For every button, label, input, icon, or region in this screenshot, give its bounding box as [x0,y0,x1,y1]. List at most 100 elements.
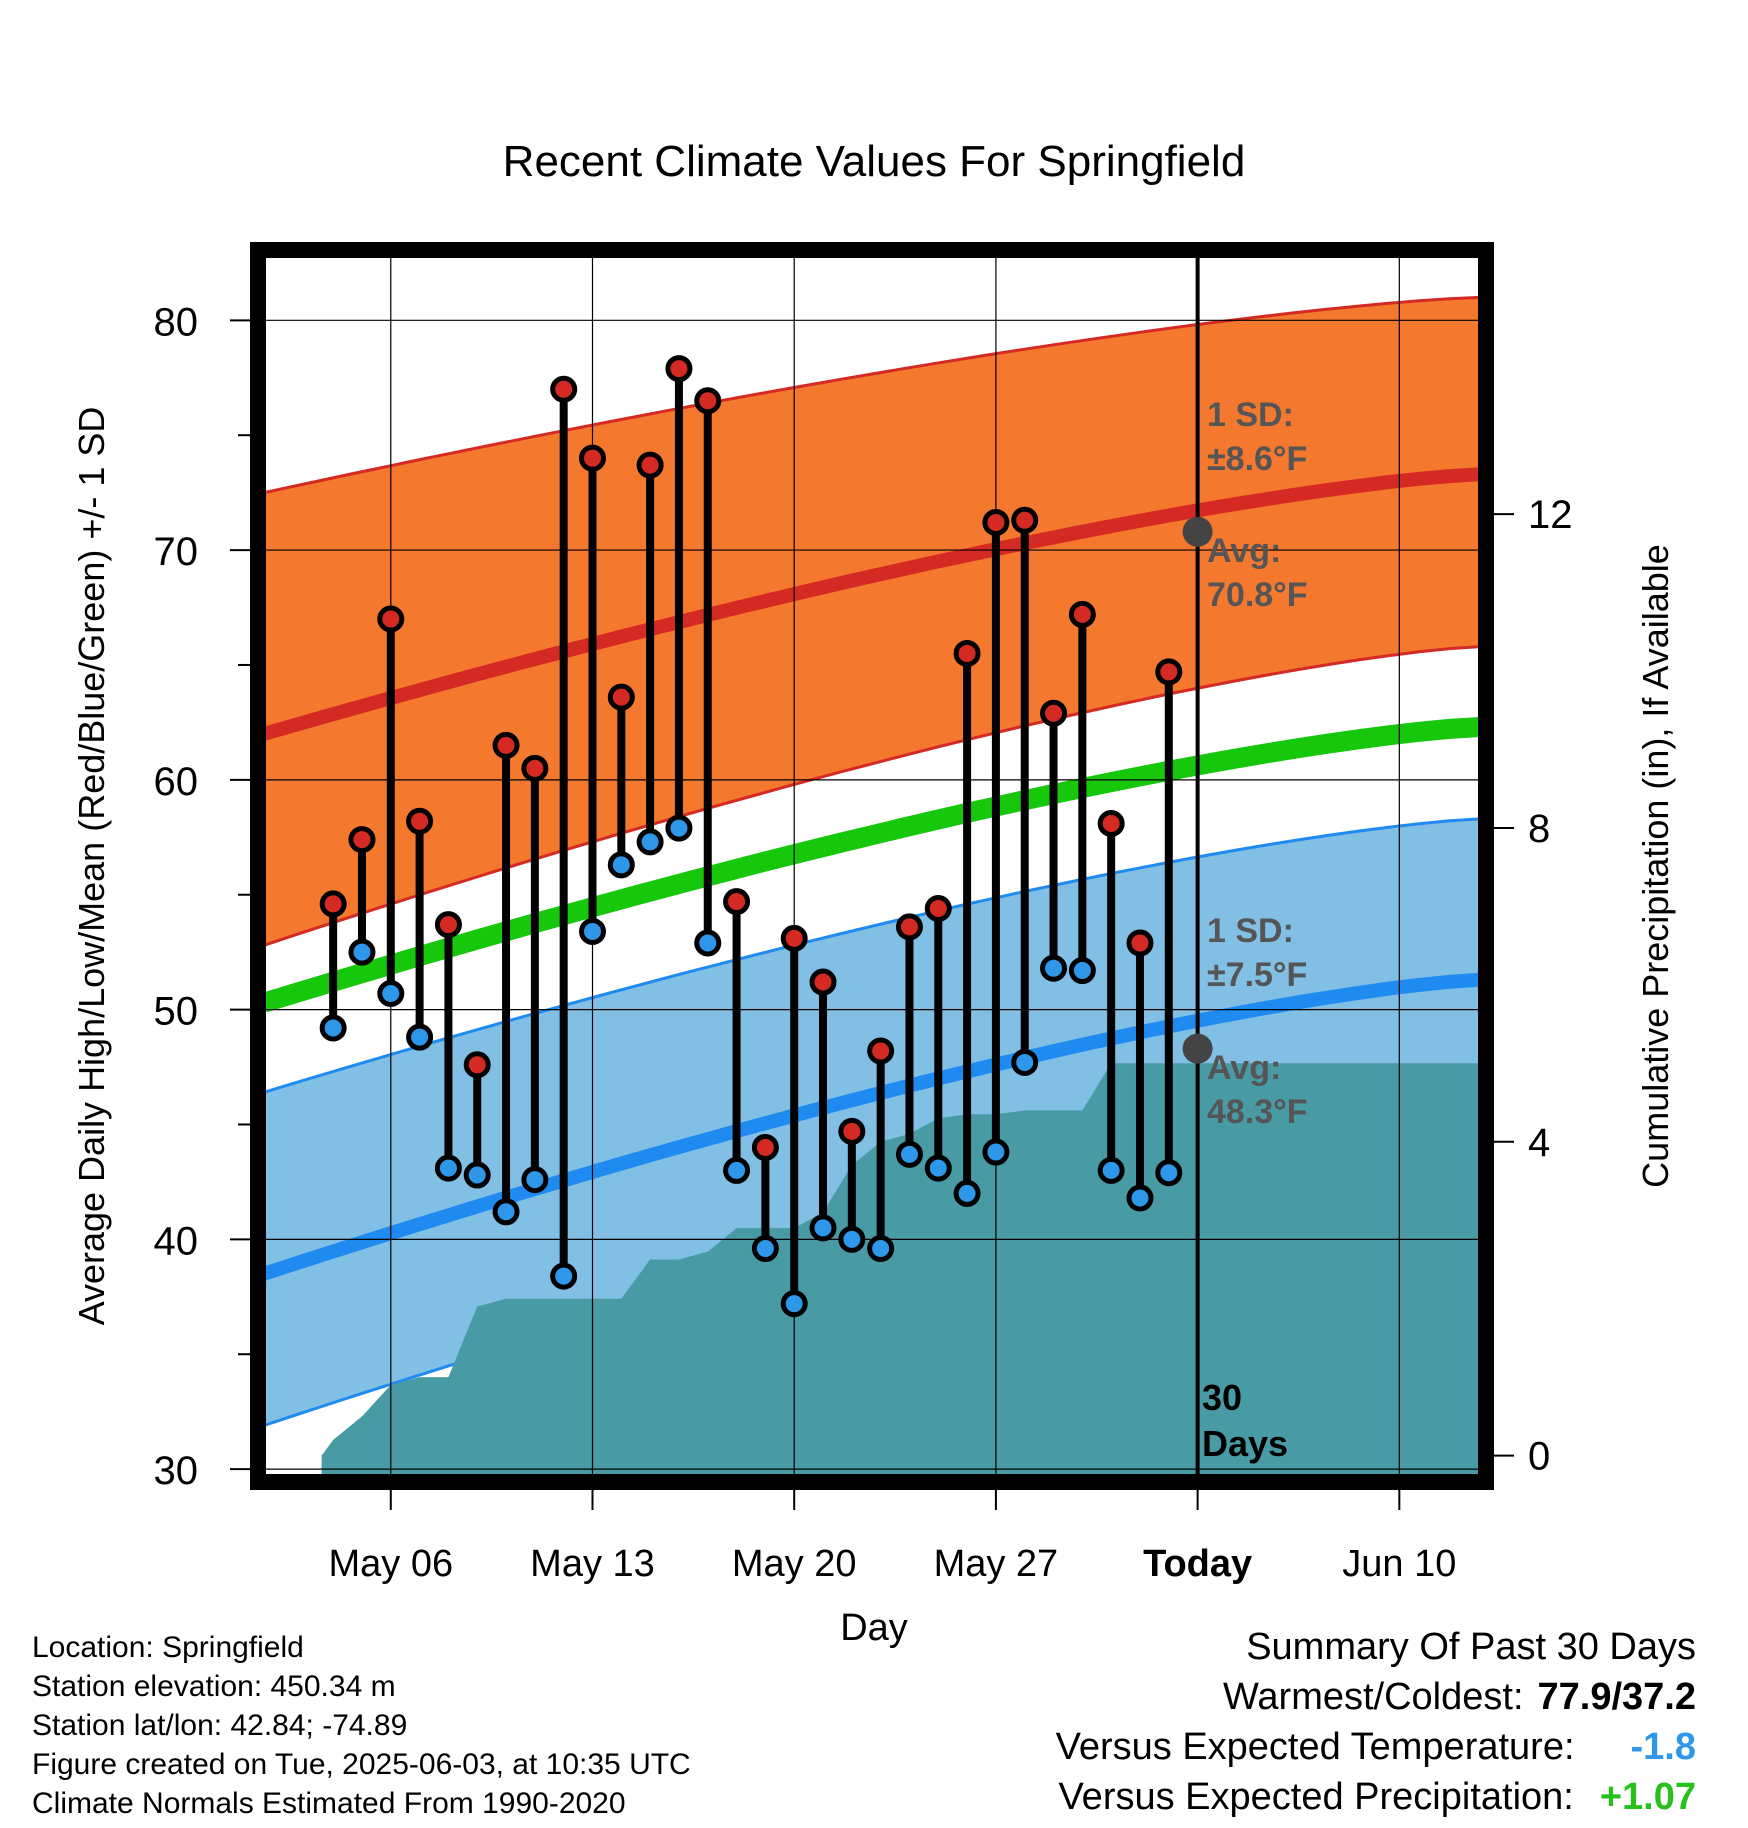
days-count-label: 30 [1202,1377,1242,1418]
low-point [665,814,693,842]
high-point [751,1133,779,1161]
x-tick-label: Today [1143,1543,1252,1585]
high-point [982,509,1010,537]
high-point [924,895,952,923]
left-tick-label: 60 [154,760,199,804]
high-point [377,605,405,633]
low-point [607,851,635,879]
low-point [1011,1048,1039,1076]
low-point [982,1138,1010,1166]
left-tick-label: 70 [154,530,199,574]
low-avg-value: 48.3°F [1207,1093,1308,1131]
high-point [694,387,722,415]
high-point [953,639,981,667]
low-point [550,1262,578,1290]
plot-frame [250,242,1494,1490]
plot-area [264,295,1480,1476]
low-point [521,1166,549,1194]
data-marks [319,355,1183,1318]
days-word-label: Days [1202,1423,1288,1464]
high-sd-label: 1 SD: [1207,396,1294,434]
summary-warm-cold-row: Warmest/Coldest: 77.9/37.2 [1056,1672,1696,1722]
low-point [953,1179,981,1207]
created-text: Figure created on Tue, 2025-06-03, at 10… [32,1748,691,1781]
mean-normal-line [264,717,1480,1013]
left-tick-label: 40 [154,1219,199,1263]
low-point [924,1154,952,1182]
low-point [434,1154,462,1182]
high-avg-line [264,467,1480,741]
high-avg-value: 70.8°F [1207,576,1308,614]
high-point [780,924,808,952]
left-tick-label: 80 [154,300,199,344]
high-point [607,683,635,711]
low-point [1040,954,1068,982]
normals-text: Climate Normals Estimated From 1990-2020 [32,1787,626,1820]
warm-cold-value: 77.9/37.2 [1537,1676,1696,1718]
high-sd-value: ±8.6°F [1207,440,1307,478]
low-point [319,1014,347,1042]
summary-precip-row: Versus Expected Precipitation: +1.07 [1056,1772,1696,1822]
low-point [636,828,664,856]
high-point [348,826,376,854]
high-upper-edge [264,295,1480,495]
high-sd-band [264,297,1480,946]
high-avg-label: Avg: [1207,532,1281,570]
elevation-text: Station elevation: 450.34 m [32,1670,396,1703]
high-point [636,451,664,479]
right-tick-label: 8 [1528,807,1550,851]
x-tick-label: Jun 10 [1342,1543,1456,1585]
summary-temp-row: Versus Expected Temperature: -1.8 [1056,1722,1696,1772]
high-point [463,1051,491,1079]
right-axis-label: Cumulative Precipitation (in), If Availa… [1635,544,1676,1188]
temp-value: -1.8 [1630,1726,1696,1768]
low-point [751,1235,779,1263]
warm-cold-label: Warmest/Coldest: [1222,1676,1524,1718]
x-tick-label: May 20 [732,1543,857,1585]
high-point [1126,929,1154,957]
high-point [1011,506,1039,534]
chart-title: Recent Climate Values For Springfield [503,137,1246,186]
axes: 30 40 50 60 70 80 0 4 8 12 May 06 May 13 May 20 May 2… [71,300,1676,1649]
high-point [723,888,751,916]
high-point [319,890,347,918]
precip-label: Versus Expected Precipitation: [1058,1776,1574,1818]
low-avg-line [264,972,1480,1281]
high-point [838,1117,866,1145]
right-tick-label: 4 [1528,1121,1550,1165]
low-point [377,980,405,1008]
left-tick-label: 50 [154,990,199,1034]
left-axis-label: Average Daily High/Low/Mean (Red/Blue/Gr… [71,407,112,1326]
high-point [521,754,549,782]
low-point [867,1235,895,1263]
high-lower-edge [264,645,1480,947]
low-point [895,1140,923,1168]
temp-label: Versus Expected Temperature: [1055,1726,1575,1768]
high-point [1040,699,1068,727]
x-tick-label: May 06 [328,1543,453,1585]
low-avg-label: Avg: [1207,1049,1281,1087]
low-point [1068,957,1096,985]
right-tick-label: 0 [1528,1435,1550,1479]
summary-panel: Summary Of Past 30 Days Warmest/Coldest:… [1056,1622,1696,1822]
x-tick-label: May 13 [530,1543,655,1585]
high-point [550,375,578,403]
high-point [492,731,520,759]
precip-area [321,1063,1480,1476]
high-avg-today-marker [1182,516,1213,547]
high-point [578,444,606,472]
low-point [1126,1184,1154,1212]
high-point [895,913,923,941]
low-point [1097,1156,1125,1184]
low-point [694,929,722,957]
summary-title: Summary Of Past 30 Days [1246,1626,1696,1668]
latlon-text: Station lat/lon: 42.84; -74.89 [32,1709,408,1742]
low-point [463,1161,491,1189]
low-point [348,938,376,966]
location-text: Location: Springfield [32,1631,304,1664]
low-point [723,1156,751,1184]
low-sd-label: 1 SD: [1207,912,1294,950]
low-sd-value: ±7.5°F [1207,956,1307,994]
high-point [867,1037,895,1065]
high-point [1097,809,1125,837]
